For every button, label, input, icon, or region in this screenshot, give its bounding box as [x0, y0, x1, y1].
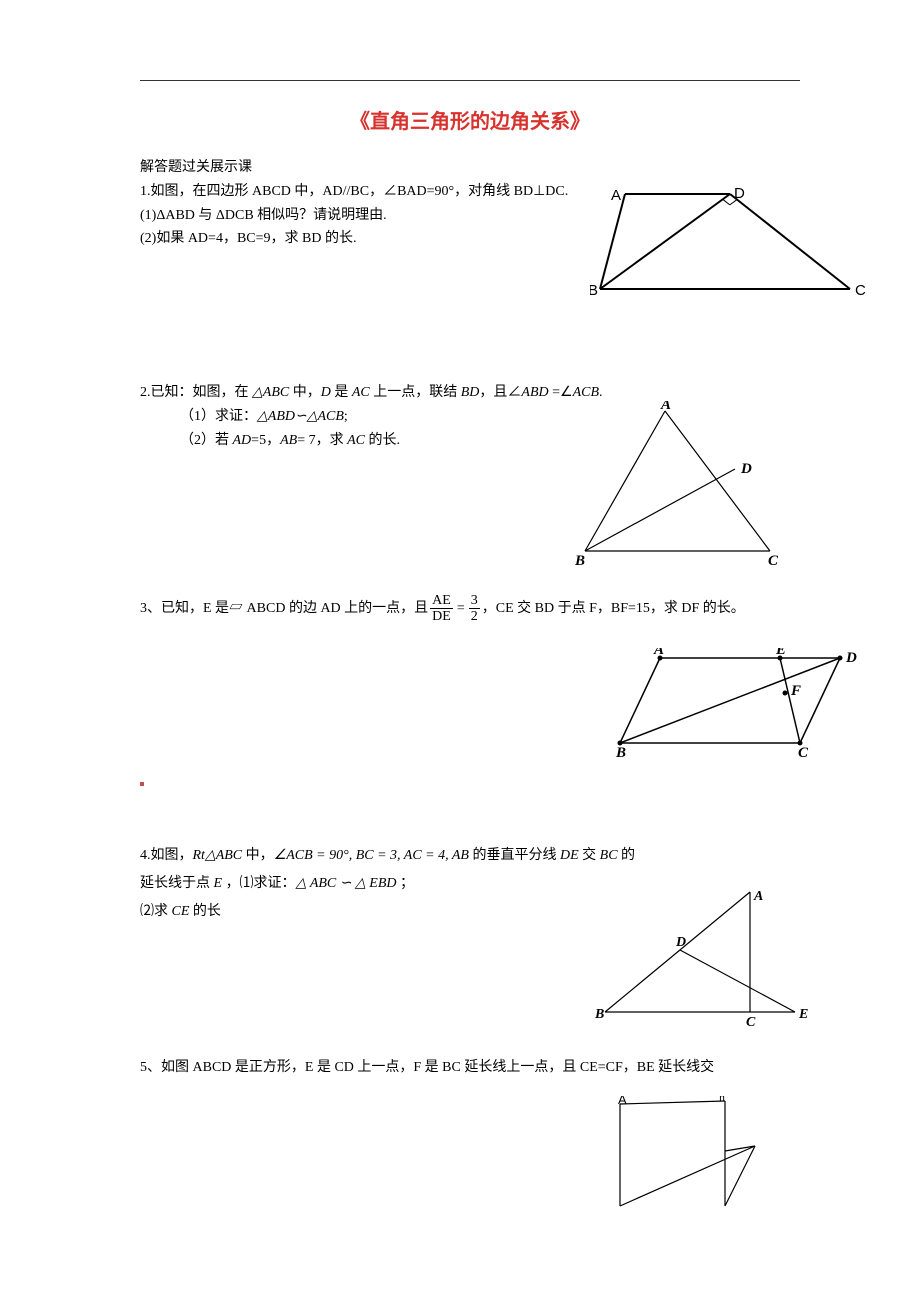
t: 中，	[242, 848, 274, 863]
t: 上一点，联结	[370, 385, 461, 400]
t: 的	[618, 848, 636, 863]
t: 2.已知：如图，在	[140, 385, 252, 400]
t: .	[599, 385, 603, 400]
t: 的垂直平分线	[469, 848, 560, 863]
svg-text:A: A	[618, 1096, 627, 1107]
t: 的长.	[365, 433, 400, 448]
svg-text:E: E	[798, 1007, 808, 1022]
svg-text:D: D	[675, 935, 686, 950]
edit-marker-icon	[140, 782, 144, 786]
svg-text:n: n	[719, 1096, 725, 1104]
svg-text:C: C	[798, 745, 809, 761]
q5-line1: 5、如图 ABCD 是正方形，E 是 CD 上一点，F 是 BC 延长线上一点，…	[140, 1056, 800, 1080]
svg-text:B: B	[590, 282, 598, 299]
t: =	[455, 597, 467, 621]
t: ，⑴求证：	[222, 876, 296, 891]
q4-diagram: A B C E D	[595, 887, 810, 1037]
frac-num: 3	[469, 593, 480, 609]
page-title: 《直角三角形的边角关系》	[140, 105, 800, 134]
t: 交	[579, 848, 600, 863]
svg-text:A: A	[753, 889, 763, 904]
svg-text:C: C	[855, 282, 866, 299]
q1-intro: 解答题过关展示课	[140, 156, 800, 180]
frac-ae-de: AE DE	[428, 593, 455, 625]
q3-diagram: A E D B C F	[610, 648, 860, 768]
svg-text:F: F	[790, 683, 801, 699]
t: BC	[600, 848, 618, 863]
t: ;	[344, 409, 348, 424]
t: AB	[280, 433, 297, 448]
q5: 5、如图 ABCD 是正方形，E 是 CD 上一点，F 是 BC 延长线上一点，…	[140, 1056, 800, 1080]
svg-text:C: C	[746, 1015, 756, 1030]
t: 4.如图，	[140, 848, 193, 863]
frac-den: 2	[469, 609, 480, 624]
t: BD	[461, 385, 480, 400]
t: △ABC	[252, 385, 289, 400]
t: AD	[233, 433, 252, 448]
t: Rt△ABC	[193, 848, 243, 863]
svg-text:B: B	[615, 745, 626, 761]
q3-line1: 3、已知，E 是▱ ABCD 的边 AD 上的一点，且 AE DE = 3 2 …	[140, 593, 800, 625]
q2: 2.已知：如图，在 △ABC 中，D 是 AC 上一点，联结 BD，且∠ABD …	[140, 381, 800, 452]
q5-diagram: An	[610, 1096, 780, 1221]
svg-text:B: B	[575, 553, 585, 569]
svg-text:A: A	[653, 648, 664, 658]
svg-text:D: D	[845, 650, 857, 666]
t: ACB	[573, 385, 599, 400]
t: ∠ACB = 90°, BC = 3, AC = 4, AB	[274, 848, 469, 863]
svg-text:E: E	[775, 648, 786, 658]
q1: 解答题过关展示课 1.如图，在四边形 ABCD 中，AD//BC，∠BAD=90…	[140, 156, 800, 251]
t: ⑵求	[140, 904, 172, 919]
t: CE	[172, 904, 190, 919]
t: AC	[352, 385, 370, 400]
t: 是	[331, 385, 352, 400]
t: AC	[347, 433, 365, 448]
t: E	[214, 876, 223, 891]
frac-den: DE	[430, 609, 453, 624]
svg-text:D: D	[734, 185, 745, 202]
t: =5，	[251, 433, 280, 448]
svg-text:D: D	[740, 461, 752, 477]
t: DE	[560, 848, 579, 863]
t: ，且∠	[479, 385, 521, 400]
svg-text:A: A	[660, 401, 671, 413]
t: ABD	[521, 385, 548, 400]
t: （2）若	[180, 433, 233, 448]
svg-text:A: A	[611, 187, 621, 204]
q3: 3、已知，E 是▱ ABCD 的边 AD 上的一点，且 AE DE = 3 2 …	[140, 593, 800, 625]
marker-row	[140, 774, 800, 792]
t: =∠	[549, 385, 573, 400]
t: 3、已知，E 是▱ ABCD 的边 AD 上的一点，且	[140, 597, 428, 621]
q4-line1: 4.如图，Rt△ABC 中，∠ACB = 90°, BC = 3, AC = 4…	[140, 842, 800, 870]
frac-3-2: 3 2	[467, 593, 482, 625]
t: ，CE 交 BD 于点 F，BF=15，求 DF 的长。	[482, 597, 745, 621]
frac-num: AE	[430, 593, 453, 609]
page-root: 《直角三角形的边角关系》 解答题过关展示课 1.如图，在四边形 ABCD 中，A…	[0, 0, 920, 1080]
top-rule	[140, 80, 800, 81]
t: 的长	[189, 904, 221, 919]
t: 中，	[289, 385, 321, 400]
t: ；	[396, 876, 414, 891]
t: = 7，求	[297, 433, 347, 448]
q1-diagram: A D B C	[590, 184, 870, 314]
t: （1）求证：	[180, 409, 257, 424]
svg-text:B: B	[595, 1007, 604, 1022]
q4: 4.如图，Rt△ABC 中，∠ACB = 90°, BC = 3, AC = 4…	[140, 842, 800, 926]
t: △ ABC ∽ △ EBD	[296, 876, 397, 891]
t: D	[321, 385, 331, 400]
t: △ABD∽△ACB	[257, 409, 344, 424]
t: 延长线于点	[140, 876, 214, 891]
q2-diagram: A B C D	[575, 401, 790, 576]
svg-text:C: C	[768, 553, 779, 569]
